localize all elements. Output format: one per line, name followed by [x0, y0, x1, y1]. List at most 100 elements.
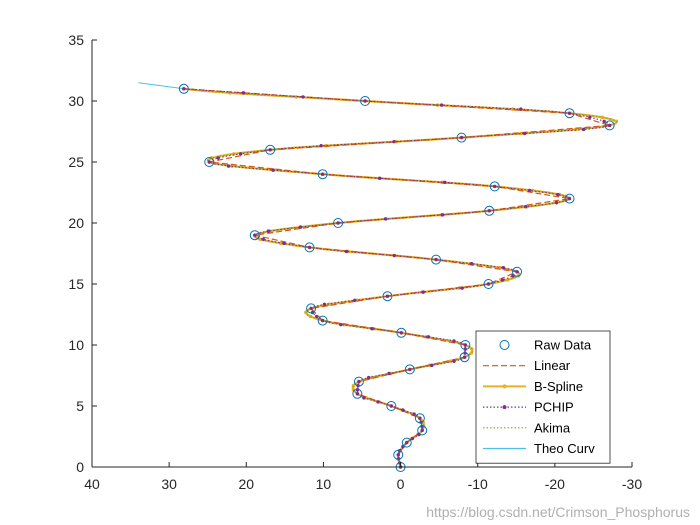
series-pchip-point	[405, 440, 409, 445]
legend-swatch	[499, 340, 510, 350]
series-pchip-point	[412, 412, 416, 416]
series-pchip-point	[408, 367, 412, 372]
series-pchip-point	[401, 408, 405, 412]
series-pchip-point	[500, 278, 505, 282]
series-pchip-point	[399, 331, 404, 335]
series-pchip-point	[253, 233, 257, 237]
series-pchip-point	[469, 261, 474, 266]
series-pchip-point	[344, 249, 349, 254]
y-tick-label: 25	[68, 154, 84, 170]
series-pchip-point	[309, 306, 313, 311]
series-pchip-point	[588, 115, 592, 119]
raw-data-point	[417, 425, 428, 436]
series-pchip-point	[336, 221, 340, 225]
series-pchip-point	[487, 209, 491, 213]
series-pchip-point	[501, 266, 506, 270]
raw-data-point	[333, 218, 344, 228]
raw-data-point	[382, 291, 393, 302]
legend-entry: Theo Curv	[483, 441, 595, 456]
legend-entry: B-Spline	[483, 379, 583, 394]
series-pchip-point	[226, 164, 231, 168]
series-pchip-point	[462, 355, 467, 359]
x-tick-label: -30	[622, 476, 642, 492]
legend-entry: Akima	[483, 420, 571, 435]
series-pchip-point	[268, 148, 272, 152]
series-pchip-point	[241, 91, 246, 95]
series-pchip-point	[271, 168, 275, 172]
raw-data-point	[431, 254, 442, 265]
series-pchip-point	[319, 144, 323, 148]
x-tick-label: 30	[161, 476, 177, 492]
series-pchip-point	[392, 253, 396, 258]
watermark-text: https://blog.csdn.net/Crimson_Phosphorus	[426, 504, 690, 520]
legend-entry: Linear	[483, 358, 571, 373]
plot-area	[138, 82, 619, 472]
series-pchip-point	[519, 107, 523, 111]
series-pchip-point	[396, 453, 400, 457]
legend-swatch-marker	[502, 384, 507, 389]
raw-data-point	[414, 413, 425, 424]
raw-data-point	[317, 169, 328, 180]
series-pchip-point	[581, 127, 586, 132]
series-pchip-point	[492, 184, 497, 189]
legend-entry: Raw Data	[499, 338, 592, 353]
series-pchip-point	[307, 245, 312, 250]
series-pchip-point	[554, 200, 559, 205]
series-pchip-point	[417, 432, 421, 437]
raw-data-point	[489, 181, 500, 192]
x-tick-label: 20	[238, 476, 254, 492]
series-pchip-point	[389, 404, 394, 408]
raw-data-point	[306, 303, 317, 314]
series-pchip-point	[353, 298, 357, 302]
series-pchip-point	[320, 172, 325, 176]
series-pchip-point	[421, 290, 425, 294]
raw-data-point	[249, 230, 260, 241]
x-tick-label: 10	[316, 476, 332, 492]
raw-data-point	[459, 352, 470, 363]
axes: 40 30 20 10 0 -10 -20 -30 0 5 10 15 20 25 30 35	[68, 32, 642, 492]
x-tick-label: 0	[397, 476, 405, 492]
series-pchip-point	[385, 294, 390, 298]
legend-swatch-marker	[502, 405, 507, 410]
series-pchip-point	[378, 176, 382, 180]
series-pchip-point	[370, 327, 374, 331]
series-pchip-point	[567, 196, 572, 201]
series-pchip-point	[410, 436, 415, 441]
raw-data-point	[353, 376, 364, 387]
raw-data-point	[386, 401, 397, 411]
y-tick-label: 20	[68, 215, 84, 231]
series-pchip-point	[426, 335, 431, 339]
series-pchip-point	[439, 103, 444, 107]
raw-data-point	[483, 279, 494, 289]
y-tick-label: 10	[68, 337, 84, 353]
series-pchip-point	[607, 123, 612, 128]
series-pchip-point	[216, 156, 220, 160]
series-pchip-point	[460, 286, 464, 290]
legend-label: PCHIP	[534, 400, 574, 415]
raw-data-point	[304, 242, 315, 253]
series-pchip-point	[523, 205, 528, 209]
y-tick-label: 5	[76, 398, 84, 414]
series-pchip-point	[266, 229, 271, 233]
series-pchip-point	[207, 160, 211, 164]
series-pchip-point	[357, 379, 361, 384]
series-pchip-point	[261, 237, 266, 241]
series-pchip-point	[298, 225, 303, 229]
raw-data-point	[456, 132, 467, 143]
legend-label: Linear	[534, 358, 571, 373]
raw-data-point	[360, 96, 371, 106]
series-pchip-point	[387, 371, 391, 376]
series-pchip-point	[602, 119, 606, 124]
x-tick-label: -10	[468, 476, 488, 492]
series-pchip-point	[463, 343, 468, 347]
series-pchip-point	[182, 87, 186, 91]
raw-data-point	[204, 157, 215, 167]
legend-label: Akima	[534, 420, 571, 435]
series-pchip-point	[459, 135, 464, 140]
raw-data-point	[404, 364, 415, 375]
series-pchip-point	[301, 95, 305, 99]
series-pchip-point	[515, 270, 519, 274]
series-pchip-point	[440, 213, 445, 217]
legend-label: B-Spline	[534, 379, 583, 394]
